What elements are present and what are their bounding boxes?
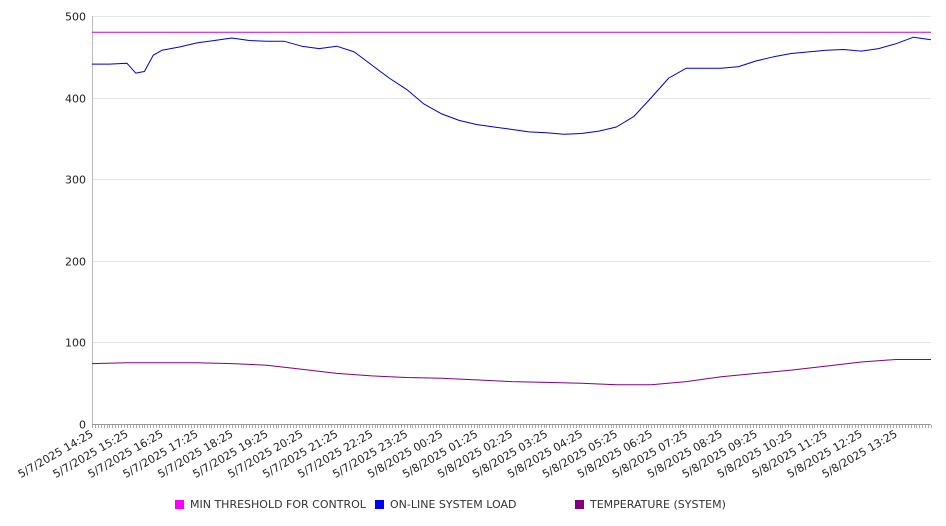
y-tick-label-500: 500 (65, 11, 86, 24)
legend-item-system-load: ON-LINE SYSTEM LOAD (375, 498, 516, 511)
y-tick-label-0: 0 (79, 419, 86, 432)
y-tick-label-200: 200 (65, 256, 86, 269)
legend-label-min-threshold: MIN THRESHOLD FOR CONTROL (190, 498, 366, 511)
legend-item-temperature: TEMPERATURE (SYSTEM) (575, 498, 726, 511)
legend: MIN THRESHOLD FOR CONTROL ON-LINE SYSTEM… (0, 498, 946, 516)
legend-item-min-threshold: MIN THRESHOLD FOR CONTROL (175, 498, 366, 511)
series-line-system-load (92, 36, 932, 135)
y-tick-label-400: 400 (65, 93, 86, 106)
legend-swatch-temperature (575, 500, 584, 509)
legend-label-system-load: ON-LINE SYSTEM LOAD (390, 498, 517, 511)
y-tick-label-100: 100 (65, 337, 86, 350)
legend-label-temperature: TEMPERATURE (SYSTEM) (590, 498, 726, 511)
legend-swatch-min-threshold (175, 500, 184, 509)
series-line-temperature (91, 359, 931, 386)
x-axis-minor-ticks (92, 425, 932, 428)
legend-swatch-system-load (375, 500, 384, 509)
y-tick-label-300: 300 (65, 174, 86, 187)
